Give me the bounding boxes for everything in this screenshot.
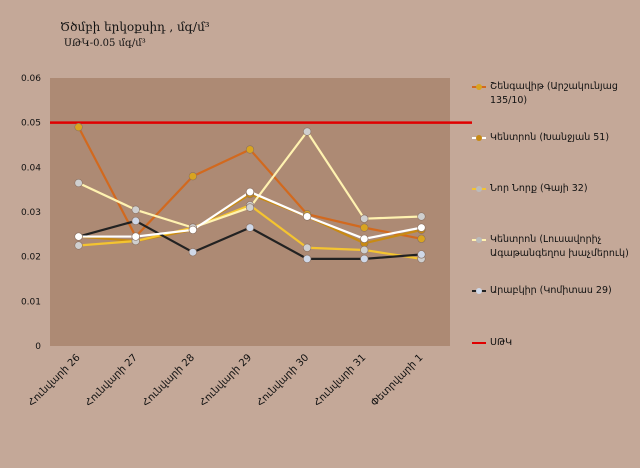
data-point bbox=[245, 145, 255, 154]
legend-marker bbox=[472, 186, 486, 192]
y-tick-label: 0.02 bbox=[21, 253, 41, 263]
chart-subtitle: ՍԹԿ-0.05 մգ/մ³ bbox=[64, 38, 146, 49]
x-tick-label: Հունվարի 31 bbox=[312, 352, 368, 408]
legend-marker bbox=[472, 342, 486, 344]
legend-label: Կենտրոն (Լուսավորիչ Ագաթանգեղոս խաչմերու… bbox=[490, 234, 629, 259]
data-point bbox=[131, 232, 140, 241]
y-axis: 0 0.01 0.02 0.03 0.04 0.05 0.06 bbox=[21, 74, 41, 352]
data-point bbox=[360, 254, 369, 263]
x-tick-label: Հունվարի 29 bbox=[198, 352, 254, 408]
data-point bbox=[303, 254, 312, 263]
data-point bbox=[74, 178, 83, 188]
data-point bbox=[188, 172, 197, 181]
x-tick-label: Հունվարի 30 bbox=[255, 352, 311, 408]
data-point bbox=[303, 243, 312, 252]
y-tick-label: 0.03 bbox=[21, 208, 41, 218]
legend-marker bbox=[472, 288, 486, 294]
data-point bbox=[188, 225, 197, 234]
chart-title: Ծծմբի երկօքսիդ , մգ/մ³ bbox=[60, 20, 210, 34]
y-tick-label: 0.06 bbox=[21, 74, 41, 84]
legend-label: ՍԹԿ bbox=[490, 337, 513, 348]
data-point bbox=[417, 250, 426, 259]
legend-label: Շենգավիթ (Արշակունյաց 135/10) bbox=[490, 81, 618, 106]
data-point bbox=[188, 248, 197, 257]
plot-area bbox=[50, 78, 450, 346]
data-point bbox=[360, 245, 369, 255]
data-point bbox=[74, 232, 83, 241]
data-point bbox=[245, 223, 255, 232]
data-point bbox=[131, 205, 140, 214]
legend-label: Կենտրոն (Խանջյան 51) bbox=[490, 132, 610, 143]
y-tick-label: 0.05 bbox=[21, 119, 41, 129]
data-point bbox=[303, 127, 312, 136]
data-point bbox=[74, 241, 83, 250]
legend: Շենգավիթ (Արշակունյաց 135/10) Կենտրոն (Խ… bbox=[472, 0, 640, 468]
x-tick-label: Հունվարի 27 bbox=[83, 352, 139, 408]
y-tick-label: 0.01 bbox=[21, 297, 41, 307]
data-point bbox=[417, 212, 426, 221]
data-point bbox=[303, 212, 312, 221]
y-tick-label: 0.04 bbox=[21, 163, 41, 173]
data-point bbox=[417, 223, 426, 232]
data-point bbox=[245, 187, 255, 196]
legend-marker bbox=[472, 135, 486, 141]
x-tick-label: Փետրվարի 1 bbox=[369, 352, 425, 408]
legend-label: Արաբկիր (Կոմիտաս 29) bbox=[490, 285, 612, 296]
x-tick-label: Հունվարի 28 bbox=[141, 352, 197, 408]
y-tick-label: 0 bbox=[35, 342, 41, 352]
data-point bbox=[74, 123, 83, 132]
x-tick-label: Հունվարի 26 bbox=[26, 352, 82, 408]
data-point bbox=[245, 203, 255, 212]
data-point bbox=[131, 216, 140, 226]
legend-marker bbox=[472, 84, 486, 90]
legend-label: Նոր Նորք (Գայի 32) bbox=[490, 183, 588, 194]
legend-marker bbox=[472, 237, 486, 243]
data-point bbox=[360, 234, 369, 243]
data-point bbox=[417, 234, 426, 243]
series-layer bbox=[74, 123, 426, 263]
data-point bbox=[360, 214, 369, 223]
data-point bbox=[360, 223, 369, 232]
x-axis: Հունվարի 26 Հունվարի 27 Հունվարի 28 Հունվար… bbox=[26, 352, 425, 408]
